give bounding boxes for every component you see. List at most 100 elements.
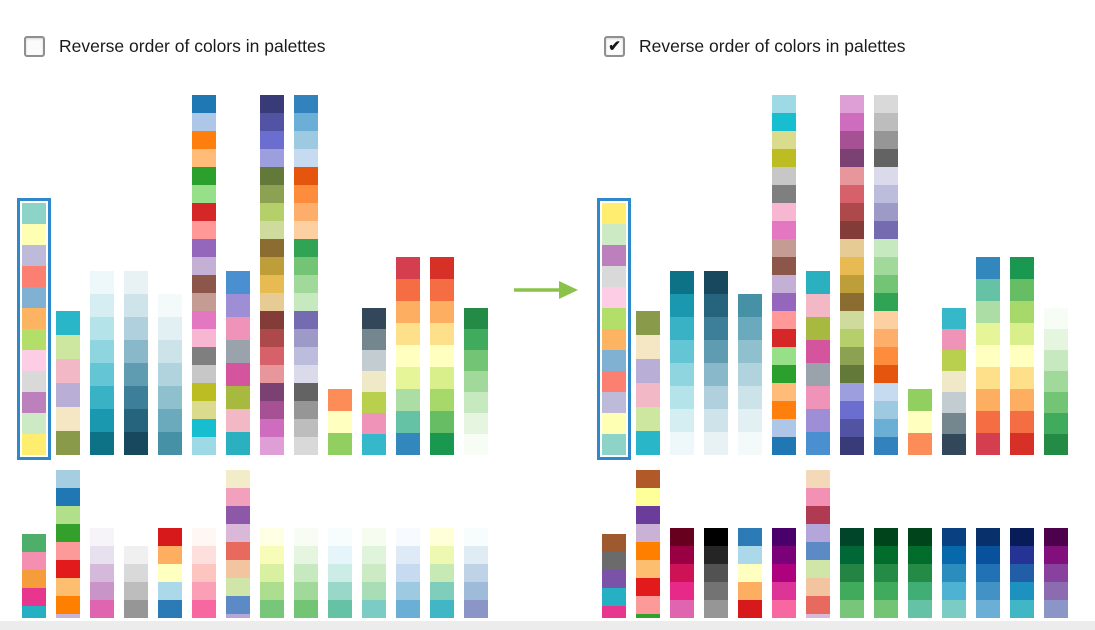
- palette-column[interactable]: [636, 470, 660, 618]
- palette-column[interactable]: [772, 528, 796, 618]
- palette-column[interactable]: [874, 95, 898, 455]
- palette-column[interactable]: [396, 528, 420, 618]
- palette-column[interactable]: [192, 95, 216, 455]
- palette-column[interactable]: [90, 528, 114, 618]
- palette-column[interactable]: [464, 308, 488, 455]
- color-swatch: [294, 419, 318, 437]
- palette-column[interactable]: [976, 257, 1000, 455]
- color-swatch: [56, 359, 80, 383]
- palette-column[interactable]: [704, 271, 728, 455]
- palette-column[interactable]: [260, 95, 284, 455]
- palette-column[interactable]: [396, 257, 420, 455]
- selected-palette-column[interactable]: [597, 198, 631, 460]
- color-swatch: [226, 317, 250, 340]
- palette-column[interactable]: [362, 528, 386, 618]
- reverse-colors-checkbox-unchecked[interactable]: [24, 36, 45, 57]
- color-swatch: [430, 389, 454, 411]
- palette-column[interactable]: [226, 271, 250, 455]
- palette-column[interactable]: [1010, 257, 1034, 455]
- palette-column[interactable]: [56, 311, 80, 455]
- color-swatch: [976, 528, 1000, 546]
- palette-column[interactable]: [328, 528, 352, 618]
- color-swatch: [260, 221, 284, 239]
- reverse-colors-checkbox-checked[interactable]: ✔: [604, 36, 625, 57]
- palette-column[interactable]: [636, 311, 660, 455]
- palette-column[interactable]: [942, 528, 966, 618]
- color-swatch: [464, 392, 488, 413]
- color-swatch: [294, 365, 318, 383]
- selected-palette-column[interactable]: [17, 198, 51, 460]
- palette-column[interactable]: [942, 308, 966, 455]
- palette-column[interactable]: [908, 528, 932, 618]
- palette-column[interactable]: [840, 95, 864, 455]
- palette-column[interactable]: [192, 528, 216, 618]
- color-swatch: [670, 600, 694, 618]
- palette-column[interactable]: [670, 528, 694, 618]
- color-swatch: [294, 600, 318, 618]
- color-swatch: [226, 294, 250, 317]
- color-swatch: [1010, 367, 1034, 389]
- color-swatch: [56, 578, 80, 596]
- palette-column[interactable]: [772, 95, 796, 455]
- color-swatch: [294, 203, 318, 221]
- color-swatch: [874, 167, 898, 185]
- color-swatch: [806, 614, 830, 618]
- color-swatch: [328, 389, 352, 411]
- palette-column[interactable]: [294, 95, 318, 455]
- color-swatch: [976, 582, 1000, 600]
- color-swatch: [362, 434, 386, 455]
- color-swatch: [158, 340, 182, 363]
- color-swatch: [328, 411, 352, 433]
- palette-column[interactable]: [294, 528, 318, 618]
- color-swatch: [874, 347, 898, 365]
- palette-column[interactable]: [90, 271, 114, 455]
- palette-column[interactable]: [1044, 528, 1068, 618]
- palette-column[interactable]: [806, 470, 830, 618]
- color-swatch: [772, 528, 796, 546]
- color-swatch: [772, 95, 796, 113]
- palette-column[interactable]: [874, 528, 898, 618]
- palette-column[interactable]: [124, 271, 148, 455]
- palette-column[interactable]: [840, 528, 864, 618]
- palette-column[interactable]: [602, 534, 626, 618]
- palette-column[interactable]: [260, 528, 284, 618]
- palette-column[interactable]: [908, 389, 932, 455]
- palette-column[interactable]: [328, 389, 352, 455]
- palette-column[interactable]: [464, 528, 488, 618]
- palette-column[interactable]: [976, 528, 1000, 618]
- color-swatch: [192, 131, 216, 149]
- color-swatch: [840, 347, 864, 365]
- palette-column[interactable]: [56, 470, 80, 618]
- color-swatch: [90, 528, 114, 546]
- color-swatch: [874, 600, 898, 618]
- palette-column[interactable]: [226, 470, 250, 618]
- color-swatch: [1010, 411, 1034, 433]
- color-swatch: [704, 546, 728, 564]
- color-swatch: [158, 432, 182, 455]
- palette-column[interactable]: [158, 528, 182, 618]
- palette-column[interactable]: [1044, 308, 1068, 455]
- color-swatch: [772, 185, 796, 203]
- palette-column[interactable]: [362, 308, 386, 455]
- color-swatch: [192, 95, 216, 113]
- color-swatch: [192, 365, 216, 383]
- palette-column[interactable]: [738, 294, 762, 455]
- color-swatch: [874, 221, 898, 239]
- palette-column[interactable]: [670, 271, 694, 455]
- checkbox-row-right[interactable]: ✔ Reverse order of colors in palettes: [604, 36, 906, 57]
- palette-column[interactable]: [124, 528, 148, 618]
- palette-column[interactable]: [430, 528, 454, 618]
- color-swatch: [1044, 413, 1068, 434]
- palette-column[interactable]: [806, 271, 830, 455]
- palette-column[interactable]: [738, 528, 762, 618]
- palette-column[interactable]: [22, 534, 46, 618]
- checkbox-row-left[interactable]: Reverse order of colors in palettes: [24, 36, 326, 57]
- color-swatch: [772, 401, 796, 419]
- palette-column[interactable]: [158, 294, 182, 455]
- palette-column[interactable]: [430, 257, 454, 455]
- color-swatch: [22, 350, 46, 371]
- color-swatch: [56, 311, 80, 335]
- palette-column[interactable]: [704, 528, 728, 618]
- palette-column[interactable]: [1010, 528, 1034, 618]
- color-swatch: [806, 506, 830, 524]
